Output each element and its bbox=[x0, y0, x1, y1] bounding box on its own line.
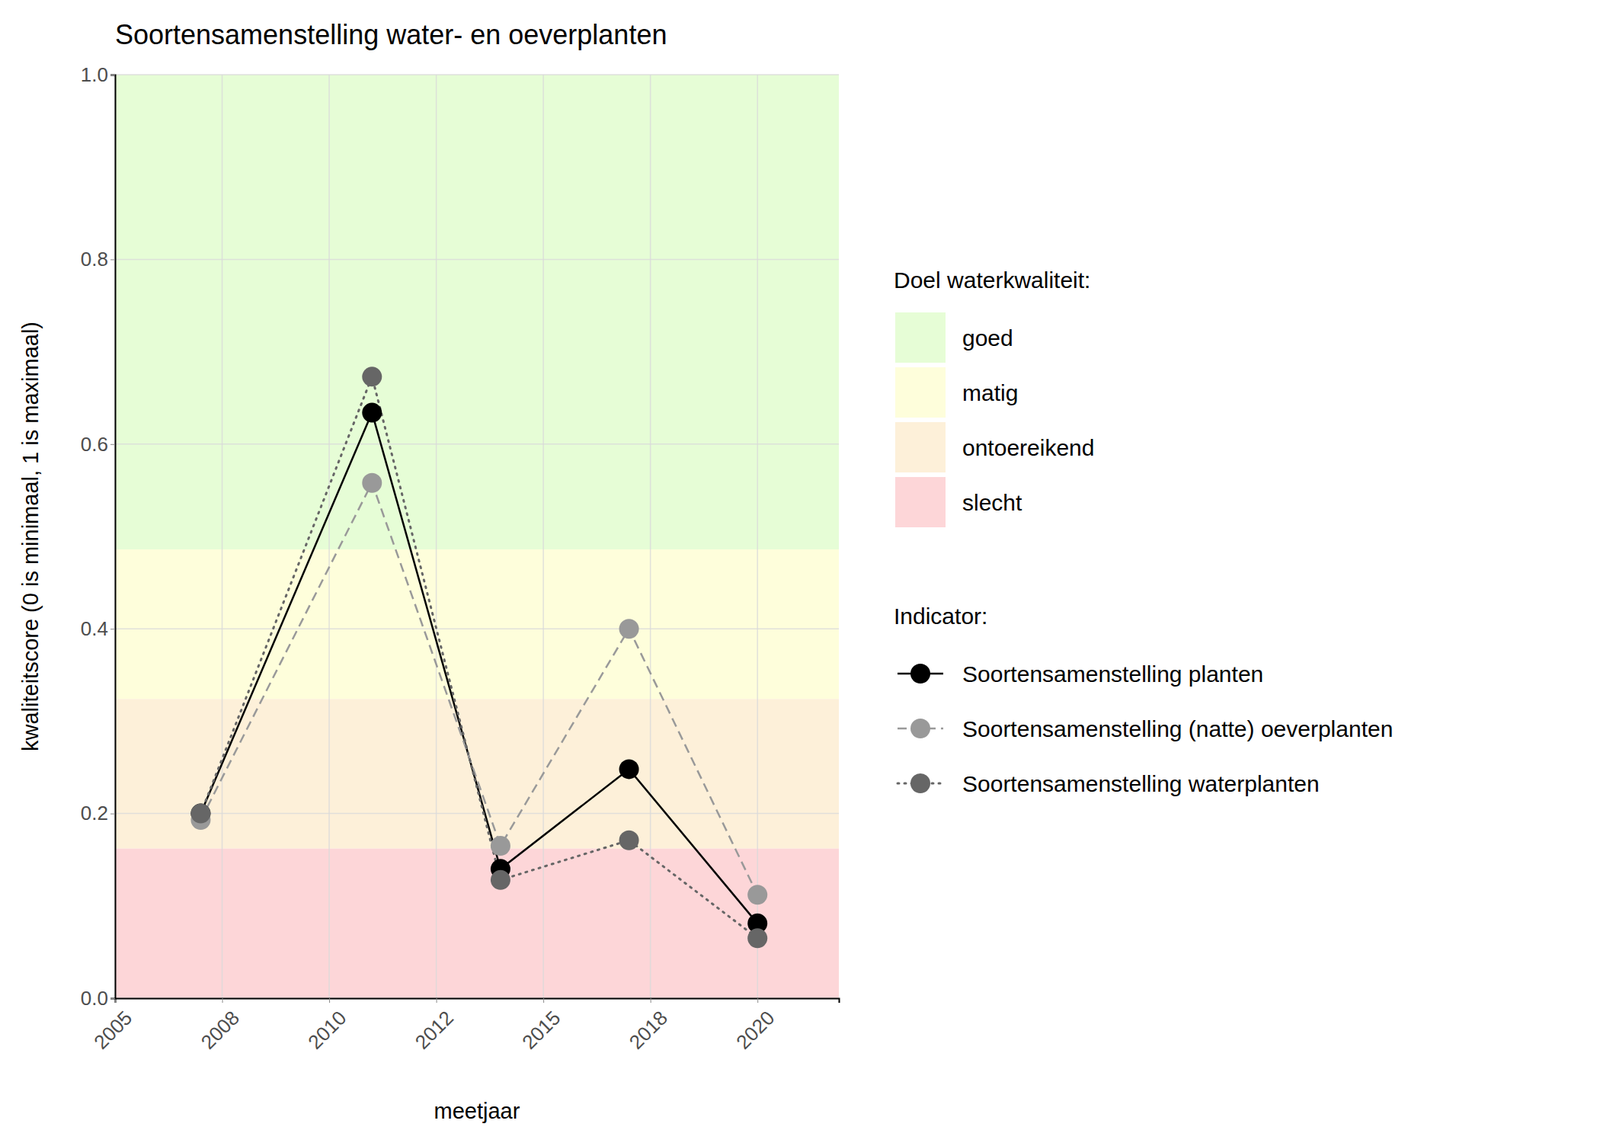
grid-line bbox=[756, 74, 759, 999]
y-tick: 0.0 bbox=[80, 986, 116, 1010]
legend-marker bbox=[910, 718, 931, 739]
x-tick-mark bbox=[650, 998, 652, 1003]
y-tick: 0.6 bbox=[80, 432, 116, 456]
y-tick-mark bbox=[110, 74, 116, 76]
legend-marker bbox=[910, 773, 931, 794]
legend-label: goed bbox=[962, 325, 1014, 351]
x-tick-label: 2015 bbox=[517, 1006, 565, 1054]
y-axis-title: kwaliteitscore (0 is minimaal, 1 is maxi… bbox=[18, 321, 43, 752]
y-tick-mark bbox=[110, 259, 116, 260]
x-tick: 2020 bbox=[731, 998, 779, 1054]
point bbox=[747, 928, 768, 948]
y-tick: 0.8 bbox=[80, 247, 116, 271]
legend-label: Soortensamenstelling waterplanten bbox=[962, 771, 1320, 797]
x-axis-line bbox=[115, 998, 840, 1004]
legend-label: ontoereikend bbox=[962, 435, 1095, 461]
legend-key bbox=[895, 422, 946, 473]
legend-marker bbox=[910, 663, 931, 684]
legend-label: Soortensamenstelling (natte) oeverplante… bbox=[962, 716, 1393, 742]
legend-title: Indicator: bbox=[893, 603, 988, 629]
y-tick-label: 0.4 bbox=[80, 617, 109, 640]
legend-title: Doel waterkwaliteit: bbox=[893, 267, 1091, 293]
chart: 2005 2008 2010 2012 2015 2018 2020 0.0 0.2 0.4 0.6… bbox=[0, 0, 1600, 1143]
x-tick-label: 2008 bbox=[196, 1006, 244, 1054]
x-tick-mark bbox=[757, 998, 759, 1003]
series-line bbox=[200, 483, 758, 896]
point bbox=[619, 618, 640, 639]
x-tick-mark bbox=[436, 998, 438, 1003]
y-tick-label: 1.0 bbox=[80, 63, 109, 87]
band bbox=[115, 74, 839, 550]
point bbox=[619, 830, 640, 851]
grid-line bbox=[115, 627, 839, 630]
x-tick-label: 2012 bbox=[410, 1006, 458, 1054]
y-tick-label: 0.6 bbox=[80, 432, 109, 456]
point bbox=[747, 884, 768, 905]
grid-line bbox=[115, 259, 839, 261]
x-tick-mark bbox=[543, 998, 544, 1003]
legend-key bbox=[895, 367, 946, 418]
point bbox=[490, 870, 511, 890]
y-tick-mark bbox=[110, 998, 116, 999]
y-tick: 1.0 bbox=[80, 63, 116, 87]
x-tick-mark bbox=[329, 998, 330, 1003]
grid-line bbox=[115, 812, 839, 815]
x-tick: 2012 bbox=[410, 998, 458, 1054]
x-tick-label: 2010 bbox=[303, 1006, 351, 1054]
grid-line bbox=[221, 74, 224, 999]
point bbox=[190, 803, 211, 824]
band bbox=[115, 549, 839, 699]
point bbox=[361, 403, 382, 423]
grid-line bbox=[115, 73, 839, 76]
y-tick-label: 0.8 bbox=[80, 247, 109, 271]
title: Soortensamenstelling water- en oeverplan… bbox=[115, 19, 667, 51]
y-tick-label: 0.2 bbox=[80, 801, 109, 825]
y-axis: 0.0 0.2 0.4 0.6 0.8 1.0 bbox=[80, 63, 116, 1010]
legend: Doel waterkwaliteit: goed matig ontoereiken… bbox=[893, 267, 1393, 797]
x-tick: 2008 bbox=[196, 998, 244, 1054]
x-axis-title: meetjaar bbox=[434, 1098, 521, 1124]
x-tick-label: 2005 bbox=[89, 1006, 137, 1054]
series-line bbox=[200, 376, 758, 938]
y-tick: 0.4 bbox=[80, 617, 116, 640]
y-tick-mark bbox=[110, 813, 116, 815]
y-tick-mark bbox=[110, 628, 116, 630]
legend-label: slecht bbox=[962, 489, 1023, 516]
point bbox=[361, 473, 382, 493]
grid bbox=[115, 74, 839, 999]
legend-key bbox=[895, 312, 946, 363]
band bbox=[115, 848, 839, 999]
y-tick: 0.2 bbox=[80, 801, 116, 825]
point bbox=[619, 758, 640, 779]
y-tick-mark bbox=[110, 444, 116, 445]
grid-line bbox=[435, 74, 438, 999]
grid-line bbox=[542, 74, 544, 999]
bands bbox=[115, 74, 839, 999]
x-axis: 2005 2008 2010 2012 2015 2018 2020 bbox=[89, 998, 839, 1054]
grid-line bbox=[649, 74, 652, 999]
x-tick: 2015 bbox=[517, 998, 565, 1054]
point bbox=[190, 803, 211, 824]
legend-label: matig bbox=[962, 380, 1018, 406]
data bbox=[190, 366, 768, 948]
grid-line bbox=[115, 443, 839, 445]
x-tick-label: 2020 bbox=[731, 1006, 779, 1054]
point bbox=[361, 366, 382, 387]
series-line bbox=[200, 412, 758, 924]
y-axis-line bbox=[110, 75, 116, 999]
x-tick-mark bbox=[222, 998, 224, 1003]
x-tick: 2018 bbox=[624, 998, 672, 1054]
x-tick: 2010 bbox=[303, 998, 351, 1054]
grid-line bbox=[328, 74, 330, 999]
legend-label: Soortensamenstelling planten bbox=[962, 661, 1264, 687]
legend-key bbox=[895, 476, 946, 528]
y-tick-label: 0.0 bbox=[80, 986, 109, 1010]
point bbox=[490, 835, 511, 856]
x-tick-label: 2018 bbox=[624, 1006, 672, 1054]
